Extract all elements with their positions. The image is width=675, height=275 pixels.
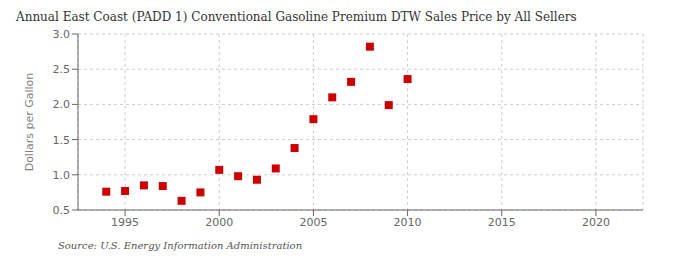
html-text:Annual East Coast (PADD 1) Con: Annual East Coast (PADD 1) Conventional …	[16, 10, 577, 24]
svg-text:2015: 2015	[488, 216, 516, 229]
svg-text:1.5: 1.5	[53, 134, 71, 147]
svg-text:2000: 2000	[205, 216, 233, 229]
svg-text:1995: 1995	[111, 216, 139, 229]
svg-text:2010: 2010	[394, 216, 422, 229]
html-text:Source: U.S. Energy Informatio: Source: U.S. Energy Information Administ…	[58, 240, 303, 251]
svg-text:2005: 2005	[299, 216, 327, 229]
svg-text:1.0: 1.0	[53, 169, 71, 182]
svg-text:0.5: 0.5	[53, 204, 71, 217]
svg-text:2.0: 2.0	[53, 98, 71, 111]
svg-text:Dollars per Gallon: Dollars per Gallon	[23, 73, 36, 172]
svg-text:2.5: 2.5	[53, 63, 71, 76]
svg-text:3.0: 3.0	[53, 28, 71, 41]
svg-text:2020: 2020	[582, 216, 610, 229]
